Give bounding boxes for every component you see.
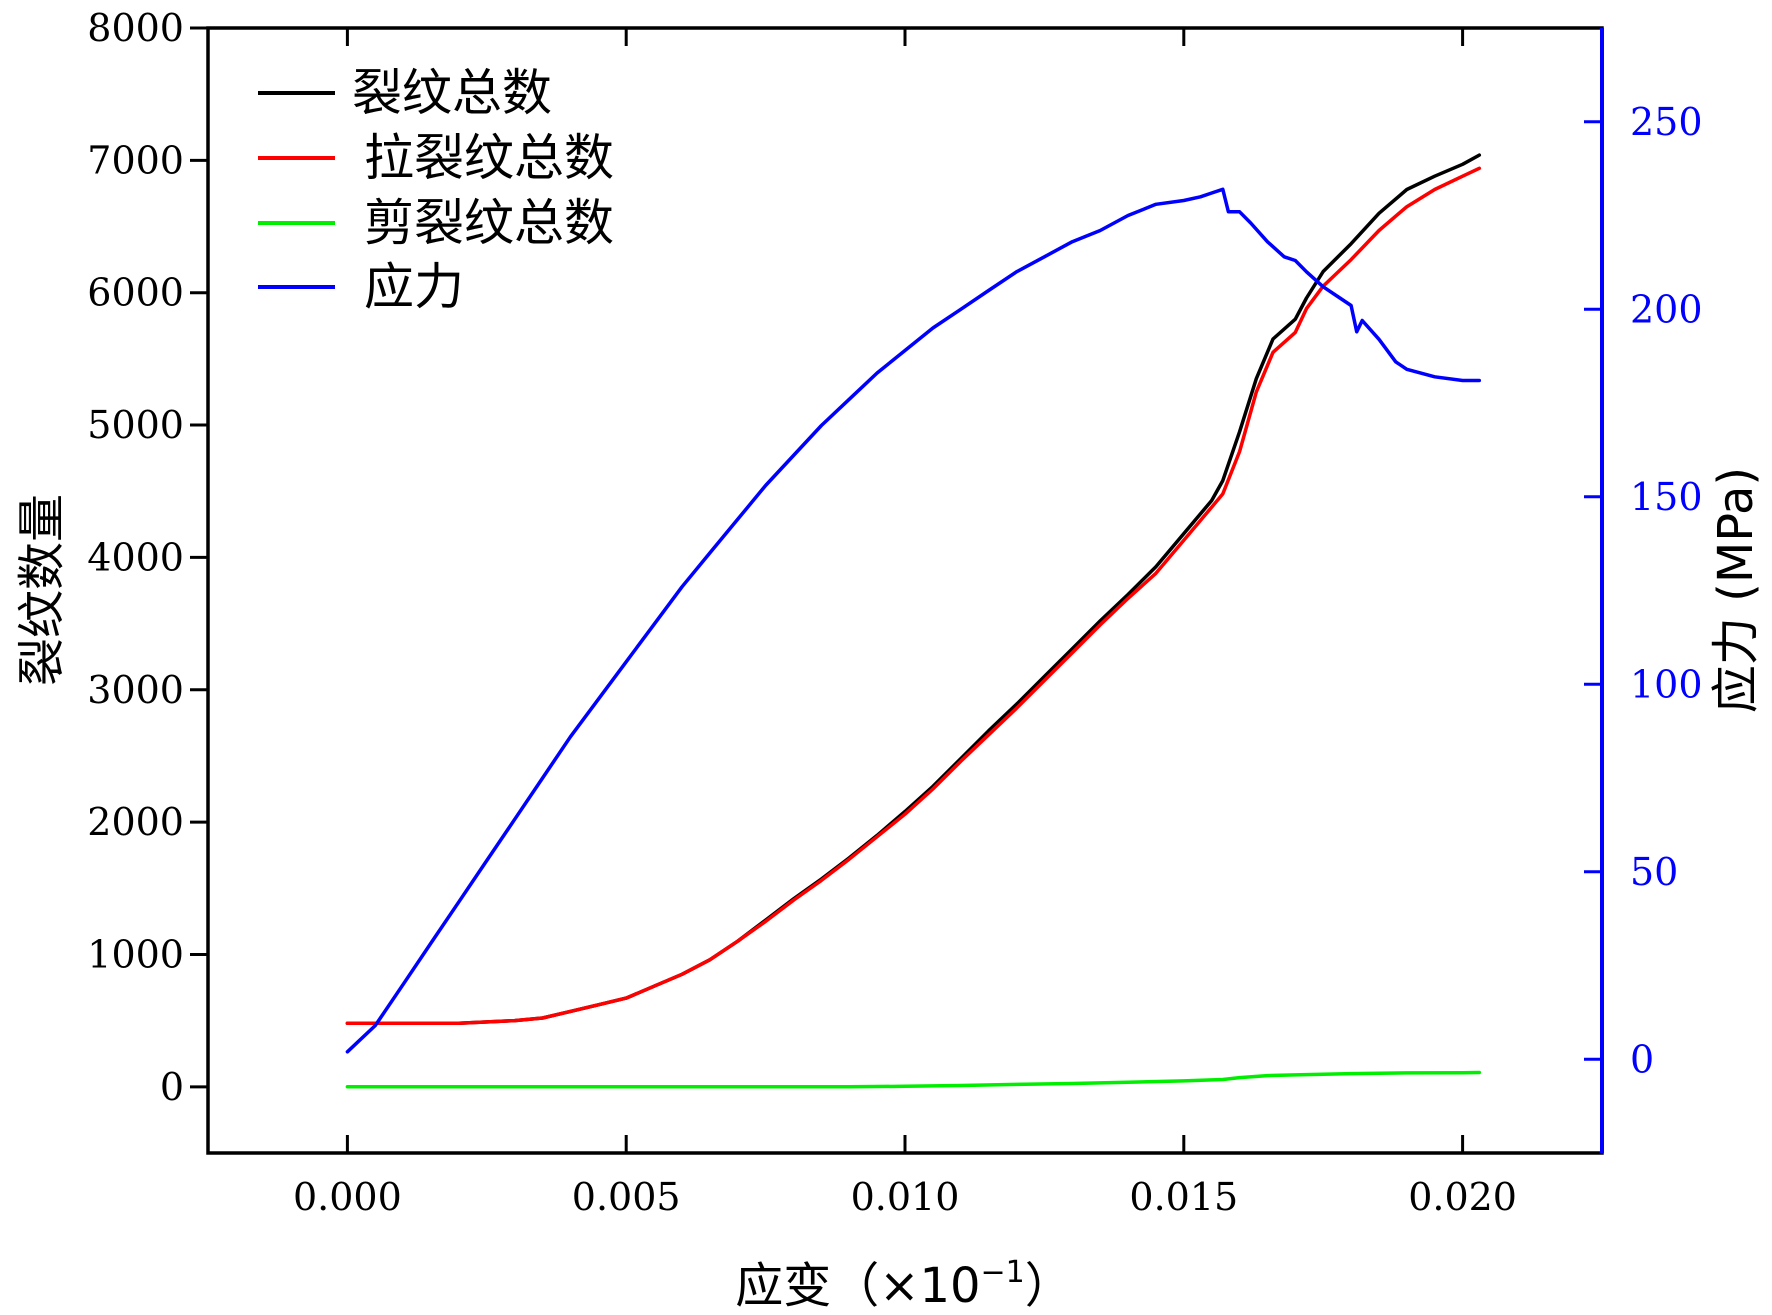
y-tick-label-right: 250 xyxy=(1630,100,1703,144)
y-tick-label-left: 7000 xyxy=(87,138,184,182)
series-line-tensile-cracks xyxy=(345,166,1482,1026)
series-line-stress xyxy=(345,187,1482,1054)
y-axis-title-left: 裂纹数量 xyxy=(14,494,70,686)
y-tick-label-left: 6000 xyxy=(87,271,184,315)
legend-label-tensile: 拉裂纹总数 xyxy=(364,129,614,187)
x-tick-label: 0.010 xyxy=(851,1175,960,1219)
y-tick-label-right: 200 xyxy=(1630,287,1703,331)
x-axis-title-exponent: −1 xyxy=(981,1255,1025,1290)
y-tick-label-left: 8000 xyxy=(87,6,184,50)
x-tick-label: 0.020 xyxy=(1408,1175,1517,1219)
y-tick-label-left: 2000 xyxy=(87,800,184,844)
legend-label-stress: 应力 xyxy=(364,258,464,316)
legend-label-shear: 剪裂纹总数 xyxy=(364,194,614,252)
y-tick-label-right: 150 xyxy=(1630,475,1703,519)
y-tick-label-left: 0 xyxy=(160,1065,184,1109)
y-tick-label-right: 100 xyxy=(1630,662,1703,706)
series-layer xyxy=(345,153,1482,1089)
series-line-shear-cracks xyxy=(345,1070,1482,1089)
y-tick-label-left: 4000 xyxy=(87,535,184,579)
y-tick-label-right: 0 xyxy=(1630,1037,1654,1081)
y-tick-label-left: 5000 xyxy=(87,403,184,447)
x-axis-title: 应变（×10−1） xyxy=(735,1255,1073,1314)
x-axis-title-close: ） xyxy=(1025,1258,1073,1314)
y-tick-label-left: 3000 xyxy=(87,668,184,712)
legend: 裂纹总数 拉裂纹总数 剪裂纹总数 应力 xyxy=(258,64,614,316)
ticks-layer: 0.000 0.005 0.010 0.015 0.020010002000300040… xyxy=(87,6,1702,1219)
x-tick-label: 0.015 xyxy=(1129,1175,1238,1219)
y-tick-label-left: 1000 xyxy=(87,932,184,976)
x-tick-label: 0.005 xyxy=(572,1175,681,1219)
x-tick-label: 0.000 xyxy=(293,1175,402,1219)
y-axis-title-right: 应力 (MPa) xyxy=(1708,467,1764,713)
y-tick-label-right: 50 xyxy=(1630,850,1678,894)
series-line-total-cracks xyxy=(345,153,1482,1026)
legend-label-total: 裂纹总数 xyxy=(352,64,552,122)
